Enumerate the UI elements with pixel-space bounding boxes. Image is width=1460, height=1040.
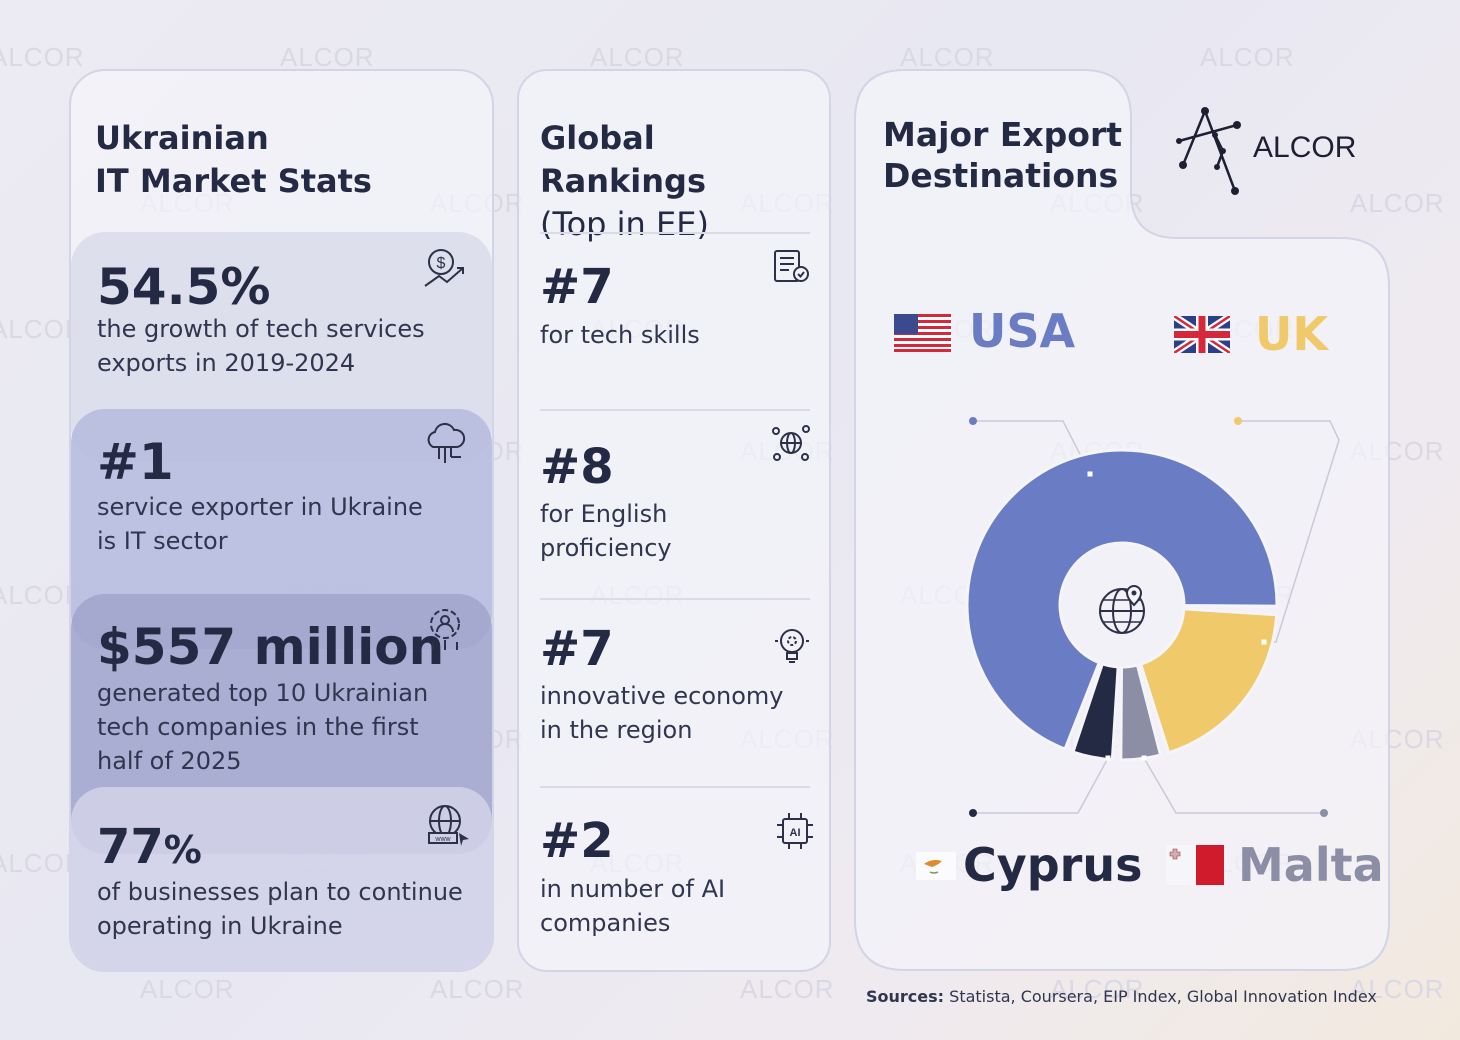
watermark-text: ALCOR <box>740 974 835 1004</box>
sources-text: Statista, Coursera, EIP Index, Global In… <box>949 987 1377 1006</box>
rank-description: innovative economy in the region <box>540 682 784 744</box>
connector-line-cyprus <box>973 757 1109 814</box>
connector-dot-cyprus <box>969 809 977 817</box>
watermark-text: ALCOR <box>1050 974 1145 1004</box>
watermark-text: ALCOR <box>900 42 995 72</box>
market-stats-title: Ukrainian IT Market Stats <box>95 117 372 203</box>
exports-title-line2: Destinations <box>883 156 1119 195</box>
chart-slice-usa <box>965 448 1279 751</box>
market-stats-panel: Ukrainian IT Market Stats 54.5% the grow… <box>69 69 494 972</box>
chart-slice-cyprus <box>1071 662 1120 762</box>
svg-text:$: $ <box>437 255 446 272</box>
rank-value: #7 <box>540 621 614 677</box>
rank-description: for tech skills <box>540 321 700 349</box>
divider <box>540 409 810 411</box>
stat-description: the growth of tech services exports in 2… <box>97 315 425 377</box>
rank-value: #7 <box>540 259 614 315</box>
market-stats-title-line2: IT Market Stats <box>95 162 372 200</box>
www-globe-icon: www <box>428 805 469 846</box>
certificate-document-icon <box>774 250 809 282</box>
divider <box>540 786 810 788</box>
stat-card-businesses: 77% of businesses plan to continue opera… <box>71 787 492 970</box>
rankings-title-bold: Global Rankings <box>540 119 706 200</box>
cloud-circuit-icon <box>427 422 466 463</box>
alcor-logo-icon <box>1176 107 1241 195</box>
watermark-text: ALCOR <box>1200 42 1295 72</box>
watermark-text: ALCOR <box>590 42 685 72</box>
chart-slice-malta <box>1119 663 1163 762</box>
svg-text:www: www <box>434 836 451 843</box>
gear-person-icon <box>430 609 460 650</box>
rank-value: #8 <box>540 439 614 495</box>
rank-description: for English proficiency <box>540 500 672 562</box>
stat-value: 54.5% <box>97 258 271 316</box>
flag-cyprus-icon <box>912 846 956 890</box>
watermark-text: ALCOR <box>0 42 85 72</box>
globe-pin-icon <box>1099 584 1145 634</box>
country-label-usa: USA <box>969 304 1076 358</box>
alcor-logo-text: ALCOR <box>1253 131 1357 164</box>
sources-label: Sources: <box>866 987 945 1006</box>
country-label-malta: Malta <box>1238 838 1384 892</box>
rankings-title-light: (Top in EE) <box>540 205 709 243</box>
globe-network-icon <box>772 425 810 461</box>
country-label-cyprus: Cyprus <box>963 838 1143 892</box>
divider <box>540 598 810 600</box>
connector-end-malta <box>1141 755 1147 761</box>
connector-dot-usa <box>969 417 977 425</box>
connector-end-cyprus <box>1105 755 1111 761</box>
stat-description: of businesses plan to continue operating… <box>97 878 463 940</box>
connector-end-usa <box>1087 471 1093 477</box>
flag-usa-icon <box>894 314 951 356</box>
stat-value: $557 million <box>97 618 445 676</box>
country-label-uk: UK <box>1255 307 1328 361</box>
watermark-text: ALCOR <box>280 42 375 72</box>
chart-slice-uk <box>1139 607 1279 755</box>
dollar-growth-icon: $ <box>424 249 464 287</box>
rank-value: #2 <box>540 813 614 869</box>
flag-malta-icon <box>1166 845 1224 889</box>
stat-description: service exporter in Ukraine is IT sector <box>97 493 423 555</box>
watermark-text: ALCOR <box>430 974 525 1004</box>
stat-value: 77% <box>97 819 202 875</box>
stat-description: generated top 10 Ukrainian tech companie… <box>97 679 429 775</box>
stat-value: #1 <box>97 433 174 491</box>
watermark-text: ALCOR <box>140 974 235 1004</box>
chart-slices <box>965 448 1279 762</box>
sources-note: Sources: Statista, Coursera, EIP Index, … <box>866 987 1377 1006</box>
ai-chip-icon: AI <box>777 813 813 849</box>
market-stats-title-line1: Ukrainian <box>95 119 269 157</box>
connector-dot-uk <box>1234 417 1242 425</box>
exports-title-line1: Major Export <box>883 115 1123 154</box>
connector-line-malta <box>1143 757 1324 814</box>
lightbulb-gear-icon <box>775 629 809 663</box>
rankings-panel: Global Rankings (Top in EE) #7 for tech … <box>517 69 831 972</box>
connector-end-uk <box>1261 639 1267 645</box>
rank-description: in number of AI companies <box>540 875 726 937</box>
svg-text:AI: AI <box>790 827 801 839</box>
watermark-text: ALCOR <box>1350 974 1445 1004</box>
exports-title: Major Export Destinations <box>883 114 1122 196</box>
connector-dot-malta <box>1320 809 1328 817</box>
alcor-logo: ALCOR <box>1175 105 1356 201</box>
watermark-text: ALCOR <box>1350 188 1445 218</box>
divider <box>540 232 810 234</box>
flag-uk-icon <box>1172 313 1232 357</box>
rankings-title: Global Rankings (Top in EE) <box>540 117 829 246</box>
